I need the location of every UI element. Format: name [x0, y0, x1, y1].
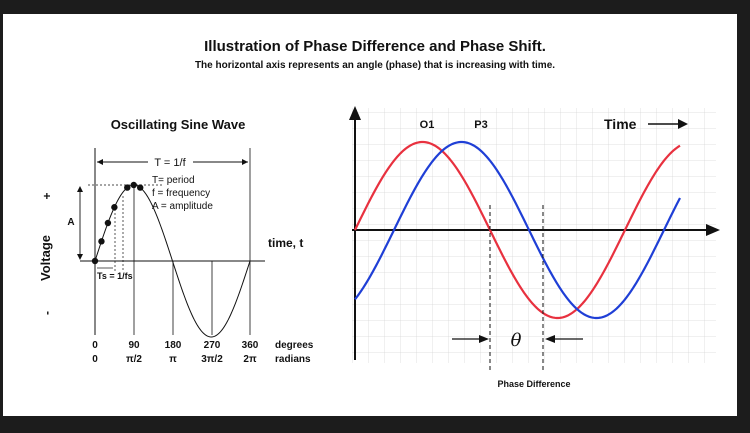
theta-arrowhead-left [479, 335, 489, 343]
sample-point [111, 204, 118, 211]
legend-period: T= period [152, 175, 195, 186]
phase-difference-diagram: O1 P3 Time θ Phase Difference [349, 106, 720, 389]
radian-tick-pi-2: π/2 [126, 354, 142, 365]
left-diagram-title: Oscillating Sine Wave [111, 117, 246, 132]
sample-point [130, 181, 137, 189]
oscillating-sine-diagram: Oscillating Sine Wave Voltage + - T = 1/… [38, 117, 314, 365]
period-arrowhead-left [97, 159, 103, 165]
page-title: Illustration of Phase Difference and Pha… [204, 38, 546, 55]
degree-tick-0: 0 [92, 340, 98, 351]
window-bottom-bar [0, 416, 750, 433]
sample-point [104, 219, 112, 227]
degree-tick-180: 180 [165, 340, 182, 351]
sine-wave [94, 184, 251, 338]
grid-background [352, 108, 716, 363]
sample-label: Ts = 1/fs [97, 271, 133, 281]
amplitude-arrowhead-bottom [77, 254, 83, 260]
sample-point [98, 238, 105, 245]
degree-tick-360: 360 [242, 340, 259, 351]
sample-point [91, 257, 99, 265]
sample-points [91, 181, 144, 265]
radian-tick-0: 0 [92, 354, 98, 365]
radian-tick-2pi: 2π [243, 354, 257, 365]
o1-label: O1 [420, 119, 435, 131]
degree-tick-270: 270 [204, 340, 221, 351]
degrees-unit: degrees [275, 340, 314, 351]
time-label: Time [604, 116, 637, 132]
radian-tick-3pi-2: 3π/2 [201, 354, 223, 365]
amplitude-label: A [67, 217, 74, 228]
theta-arrowhead-right [545, 335, 555, 343]
radians-unit: radians [275, 354, 311, 365]
sample-point [137, 184, 144, 191]
plus-sign: + [40, 192, 54, 199]
period-label: T = 1/f [154, 157, 186, 169]
theta-symbol: θ [511, 330, 522, 351]
amplitude-arrowhead-top [77, 186, 83, 192]
legend-frequency: f = frequency [152, 188, 210, 199]
time-axis-label: time, t [268, 236, 303, 250]
period-arrowhead-right [242, 159, 248, 165]
p3-label: P3 [474, 119, 487, 131]
degree-tick-90: 90 [128, 340, 140, 351]
page-subtitle: The horizontal axis represents an angle … [194, 60, 556, 71]
minus-sign: - [40, 311, 54, 315]
legend-amplitude: A = amplitude [152, 201, 213, 212]
time-arrowhead [678, 119, 688, 129]
window-top-bar [0, 0, 750, 14]
right-x-axis-arrowhead [706, 224, 720, 236]
right-y-axis-arrowhead [349, 106, 361, 120]
o1-wave [354, 140, 681, 320]
sample-point [124, 184, 131, 191]
p3-wave [354, 140, 681, 320]
phase-difference-caption: Phase Difference [497, 379, 570, 389]
radian-tick-pi: π [169, 354, 177, 365]
voltage-axis-label: Voltage [38, 235, 53, 281]
